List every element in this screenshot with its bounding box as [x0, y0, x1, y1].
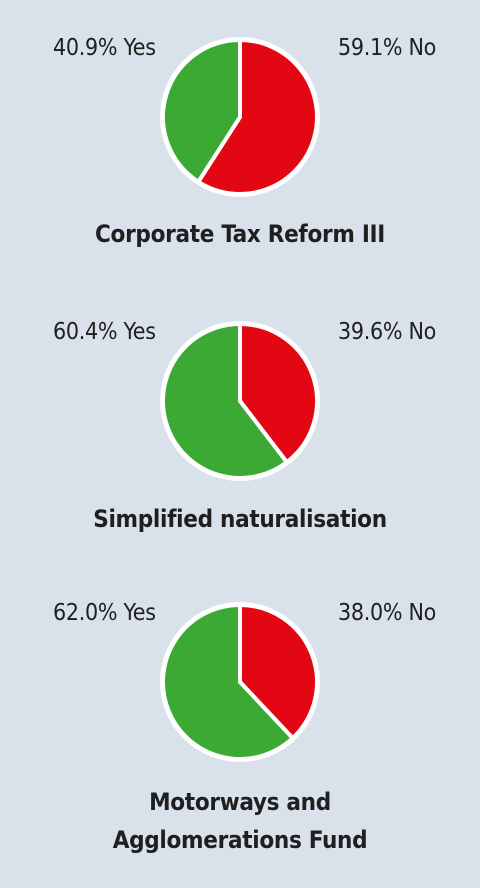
poll-title: Motorways and Agglomerations Fund — [0, 783, 480, 859]
poll-title: Corporate Tax Reform III — [94, 220, 385, 248]
pie-chart — [160, 37, 320, 197]
no-percentage-label: 59.1% No — [337, 35, 436, 61]
pie-chart — [160, 321, 320, 481]
no-slice — [238, 603, 319, 741]
yes-percentage-label: 60.4% Yes — [53, 319, 156, 345]
no-percentage-label: 38.0% No — [337, 600, 436, 626]
poll-title: Simplified naturalisation — [93, 505, 387, 533]
pie-chart — [160, 602, 320, 762]
yes-slice — [161, 38, 242, 184]
poll-title-line-1: Motorways and — [149, 788, 331, 816]
poll-title-line-2: Agglomerations Fund — [112, 826, 368, 854]
yes-slice — [161, 603, 295, 761]
yes-percentage-label: 40.9% Yes — [53, 35, 156, 61]
yes-percentage-label: 62.0% Yes — [53, 600, 156, 626]
no-percentage-label: 39.6% No — [337, 319, 436, 345]
no-slice — [196, 38, 319, 196]
yes-slice — [161, 322, 289, 480]
no-slice — [238, 322, 319, 465]
